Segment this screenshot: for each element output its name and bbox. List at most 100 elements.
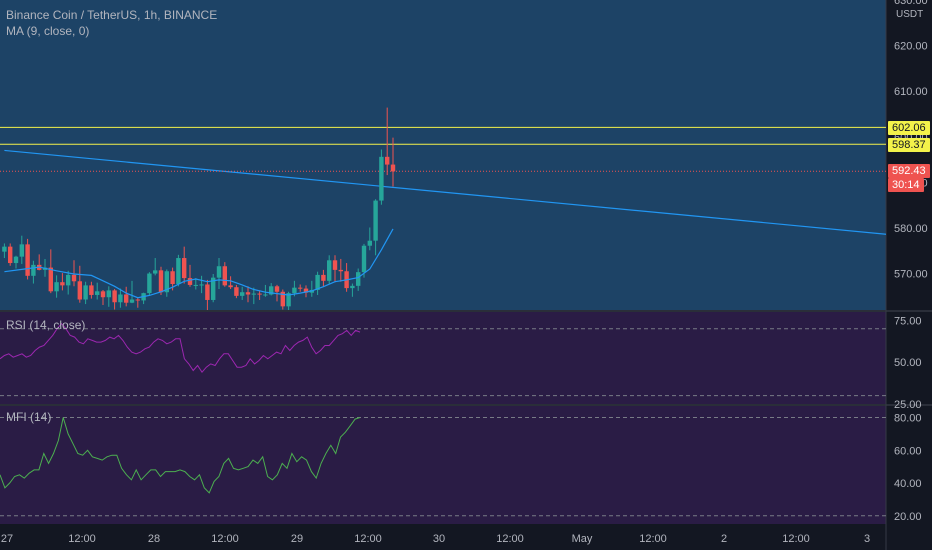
candle-body xyxy=(350,285,355,289)
rsi-line xyxy=(0,322,361,374)
time-tick-label: 12:00 xyxy=(354,533,382,545)
time-tick-label: 12:00 xyxy=(496,533,524,545)
time-tick-label: 12:00 xyxy=(782,533,810,545)
time-tick-label: 3 xyxy=(864,533,870,545)
candle-body xyxy=(332,260,338,270)
candle-body xyxy=(158,270,164,293)
mfi-legend: MFI (14) xyxy=(6,410,52,424)
time-tick-label: 2 xyxy=(721,533,727,545)
candle-body xyxy=(274,286,280,292)
rsi-legend: RSI (14, close) xyxy=(6,318,86,332)
candle-body xyxy=(379,156,384,201)
candle-body xyxy=(338,269,343,272)
time-tick-label: 30 xyxy=(433,533,445,545)
candle-body xyxy=(303,288,309,293)
time-tick-label: May xyxy=(572,533,593,545)
price-tick-label: 620.00 xyxy=(894,41,928,53)
candle-body xyxy=(187,278,193,285)
mfi-tick-label: 80.00 xyxy=(894,412,922,424)
price-axis xyxy=(886,0,932,550)
mfi-tick-label: 60.00 xyxy=(894,445,922,457)
candle-body xyxy=(54,282,59,292)
candle-body xyxy=(286,293,291,307)
rsi-tick-label: 50.00 xyxy=(894,357,922,369)
candle-body xyxy=(8,246,13,264)
candle-body xyxy=(263,294,268,296)
candle-body xyxy=(234,287,239,296)
time-axis xyxy=(0,524,886,550)
candle-body xyxy=(77,281,82,300)
candle-body xyxy=(356,272,361,286)
time-tick-label: 27 xyxy=(1,533,13,545)
mfi-tick-label: 20.00 xyxy=(894,511,922,523)
candle-body xyxy=(216,266,222,278)
candle-body xyxy=(129,299,135,303)
candle-body xyxy=(257,293,262,295)
time-tick-label: 28 xyxy=(148,533,160,545)
candle-body xyxy=(245,292,251,295)
candle-body xyxy=(390,164,396,172)
mfi-tick-label: 40.00 xyxy=(894,478,922,490)
time-tick-label: 12:00 xyxy=(211,533,239,545)
mfi-line xyxy=(0,417,361,494)
candle-body xyxy=(292,287,297,294)
candle-body xyxy=(13,256,19,264)
candle-body xyxy=(240,292,245,296)
ma-line xyxy=(4,228,394,299)
rsi-tick-label: 25.00 xyxy=(894,399,922,411)
candle-body xyxy=(315,274,320,290)
candle-body xyxy=(48,267,53,292)
candle-body xyxy=(147,273,152,294)
price-tick-label: 580.00 xyxy=(894,223,928,235)
candle-body xyxy=(222,266,227,286)
price-tag-countdown: 30:14 xyxy=(888,178,924,192)
price-tag-line2: 598.37 xyxy=(888,138,930,152)
time-tick-label: 12:00 xyxy=(68,533,96,545)
candle-body xyxy=(100,291,106,298)
price-tick-label: 610.00 xyxy=(894,86,928,98)
candle-body xyxy=(95,291,100,295)
candle-body xyxy=(251,293,256,295)
candle-body xyxy=(228,285,233,288)
time-tick-label: 12:00 xyxy=(639,533,667,545)
candle-body xyxy=(193,284,198,286)
candle-body xyxy=(385,156,390,165)
candle-body xyxy=(280,291,285,307)
trend-line xyxy=(4,149,886,235)
candle-body xyxy=(118,294,123,303)
candle-body xyxy=(176,258,181,285)
candle-body xyxy=(19,244,24,257)
candle-body xyxy=(321,274,326,281)
time-tick-label: 29 xyxy=(291,533,303,545)
candle-body xyxy=(211,277,216,300)
candle-body xyxy=(373,200,378,241)
candle-body xyxy=(112,290,117,303)
candle-body xyxy=(153,270,158,274)
candle-body xyxy=(135,299,140,301)
candle-body xyxy=(182,258,187,279)
price-tag-line1: 602.06 xyxy=(888,121,930,135)
candle-body xyxy=(106,290,111,298)
symbol-legend: Binance Coin / TetherUS, 1h, BINANCE xyxy=(6,8,218,22)
candle-body xyxy=(71,274,77,282)
price-tick-label: 630.00 xyxy=(894,0,928,7)
mfi-pane-bg xyxy=(0,406,886,524)
candle-body xyxy=(205,284,210,300)
candle-body xyxy=(327,260,332,281)
candle-body xyxy=(2,246,7,252)
main-plot xyxy=(0,107,886,310)
main-pane-bg xyxy=(0,0,886,310)
candle-body xyxy=(66,274,71,286)
candle-body xyxy=(361,245,367,273)
ma-legend: MA (9, close, 0) xyxy=(6,24,90,38)
price-tag-last: 592.43 xyxy=(888,164,930,178)
candle-body xyxy=(89,285,94,295)
candle-body xyxy=(25,244,30,276)
candle-body xyxy=(298,287,303,289)
rsi-tick-label: 75.00 xyxy=(894,315,922,327)
candle-body xyxy=(60,282,65,286)
candle-body xyxy=(199,284,204,286)
candle-body xyxy=(170,271,175,285)
candle-body xyxy=(269,286,274,295)
